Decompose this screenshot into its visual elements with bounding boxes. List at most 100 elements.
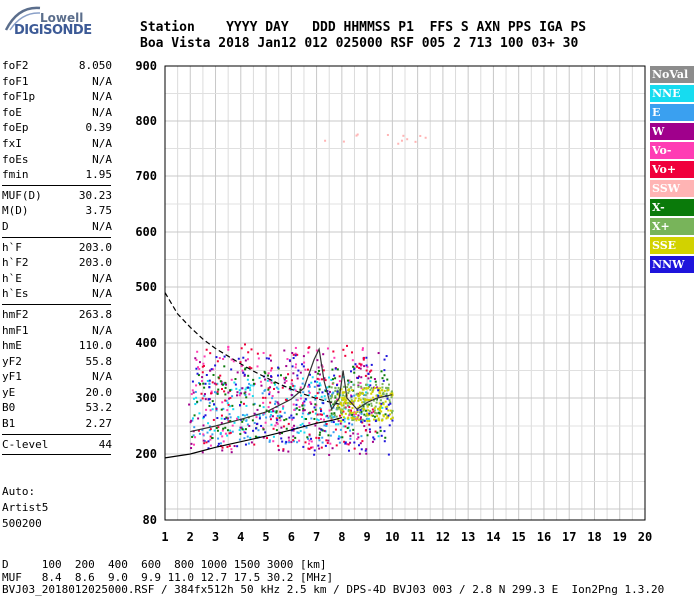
echo-point <box>215 383 218 386</box>
echo-point <box>322 353 325 356</box>
echo-point <box>298 439 301 442</box>
echo-point <box>238 389 241 392</box>
echo-point <box>270 413 273 416</box>
echo-point <box>220 421 223 424</box>
echo-point <box>344 407 347 410</box>
echo-point <box>236 391 239 394</box>
echo-point <box>212 418 215 421</box>
echo-point <box>209 444 212 447</box>
echo-point <box>309 411 312 414</box>
echo-point <box>327 416 330 419</box>
echo-point <box>384 406 387 409</box>
echo-point <box>346 379 349 382</box>
echo-point <box>359 419 362 422</box>
echo-point <box>217 445 220 448</box>
echo-point <box>192 434 195 437</box>
param-value: N/A <box>92 90 112 104</box>
echo-point <box>302 407 305 410</box>
echo-point <box>290 393 293 396</box>
echo-point <box>310 446 313 449</box>
echo-point <box>318 369 321 372</box>
echo-point <box>342 425 345 428</box>
echo-point <box>269 354 272 357</box>
echo-point <box>344 425 347 428</box>
echo-point <box>191 419 194 422</box>
echo-point <box>256 408 259 411</box>
echo-point <box>241 426 244 429</box>
echo-point <box>357 436 360 439</box>
echo-point <box>203 440 206 443</box>
echo-point <box>318 382 321 385</box>
echo-point <box>343 406 346 409</box>
echo-point <box>367 387 370 390</box>
echo-point <box>359 367 362 370</box>
echo-point <box>224 399 227 402</box>
echo-point <box>260 384 263 387</box>
echo-point <box>218 357 221 360</box>
echo-point <box>243 414 246 417</box>
echo-point <box>353 383 356 386</box>
echo-point <box>340 413 343 416</box>
echo-point <box>282 448 285 451</box>
echo-point <box>319 413 322 416</box>
echo-point <box>279 410 282 413</box>
echo-point <box>380 395 383 398</box>
echo-point <box>296 441 299 444</box>
echo-point <box>334 396 337 399</box>
echo-point <box>362 392 365 395</box>
param-name: hmF1 <box>2 323 29 337</box>
echo-point <box>357 395 360 398</box>
echo-point <box>379 426 382 429</box>
echo-point <box>272 435 275 438</box>
echo-point <box>197 429 200 432</box>
echo-point <box>364 398 367 401</box>
x-tick-label: 18 <box>587 530 601 544</box>
echo-point <box>226 429 229 432</box>
echo-point <box>265 409 268 412</box>
echo-point <box>367 403 370 406</box>
echo-point <box>317 444 320 447</box>
echo-point <box>329 395 332 398</box>
echo-point <box>221 449 224 452</box>
echo-point <box>267 372 270 375</box>
echo-point <box>228 445 231 448</box>
echo-point <box>336 368 339 371</box>
param-row: yF2 55.8 <box>2 354 112 370</box>
echo-point <box>277 391 280 394</box>
echo-point <box>302 391 305 394</box>
echo-point <box>191 380 194 383</box>
echo-point <box>343 396 346 399</box>
echo-point <box>223 417 226 420</box>
echo-point <box>291 426 294 429</box>
echo-point <box>282 449 285 452</box>
echo-point <box>294 366 297 369</box>
echo-point <box>387 386 390 389</box>
echo-point <box>272 410 275 413</box>
echo-point <box>352 428 355 431</box>
echo-point <box>257 429 260 432</box>
echo-point <box>380 410 383 413</box>
echo-point <box>307 390 310 393</box>
echo-point <box>308 422 311 425</box>
echo-point <box>383 358 386 361</box>
echo-point <box>327 392 330 395</box>
echo-point <box>343 400 346 403</box>
echo-point <box>389 402 392 405</box>
echo-point <box>301 404 304 407</box>
echo-point <box>344 406 347 409</box>
echo-point <box>360 387 363 390</box>
echo-point <box>341 404 344 407</box>
echo-point <box>268 393 271 396</box>
echo-point <box>314 370 317 373</box>
echo-point <box>304 397 307 400</box>
echo-point <box>358 362 361 365</box>
echo-point <box>264 372 267 375</box>
echo-point <box>402 134 405 137</box>
echo-point <box>319 408 322 411</box>
echo-point <box>229 396 232 399</box>
echo-point <box>364 399 367 402</box>
echo-point <box>197 374 200 377</box>
echo-point <box>279 419 282 422</box>
echo-point <box>276 422 279 425</box>
echo-point <box>320 395 323 398</box>
